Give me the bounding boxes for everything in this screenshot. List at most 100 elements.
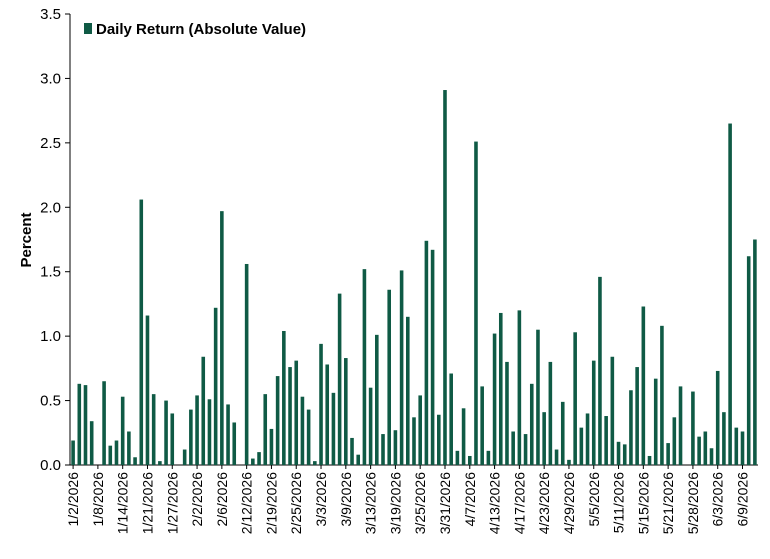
y-tick-label: 2.5 <box>40 135 61 152</box>
bar <box>151 394 156 465</box>
x-tick-label: 3/13/2026 <box>363 472 379 534</box>
x-tick-label: 6/9/2026 <box>735 472 751 527</box>
x-tick-label: 1/27/2026 <box>164 472 180 534</box>
bar <box>282 330 286 465</box>
bar <box>288 367 292 465</box>
x-tick-label: 2/19/2026 <box>263 472 279 534</box>
bar <box>399 270 404 465</box>
bar <box>678 386 683 465</box>
x-tick-label: 2/25/2026 <box>288 472 304 534</box>
y-tick-label: 0.5 <box>40 393 61 410</box>
bar <box>461 408 466 465</box>
bar <box>133 457 137 465</box>
bar <box>548 361 553 465</box>
bar <box>443 90 447 465</box>
bar <box>244 263 249 465</box>
bar <box>275 376 280 465</box>
bar <box>672 417 677 465</box>
x-tick-label: 2/6/2026 <box>214 472 230 527</box>
bar <box>120 396 125 465</box>
x-tick-label: 4/7/2026 <box>462 472 478 527</box>
x-tick-label: 4/29/2026 <box>561 472 577 534</box>
y-tick-label: 1.5 <box>40 264 61 281</box>
bar <box>381 434 385 465</box>
bar <box>715 370 720 465</box>
bar <box>127 431 131 465</box>
bar <box>573 332 577 465</box>
x-tick-label: 1/2/2026 <box>65 472 81 527</box>
bar <box>257 452 261 465</box>
x-tick-label: 3/31/2026 <box>437 472 453 534</box>
x-tick-label: 1/14/2026 <box>115 472 131 534</box>
bar <box>598 276 602 465</box>
bar <box>344 358 348 465</box>
y-tick-label: 3.5 <box>40 6 61 23</box>
bar <box>158 461 162 465</box>
bar <box>412 417 416 465</box>
bar <box>251 458 255 465</box>
y-tick-label: 3.0 <box>40 70 61 87</box>
y-tick-label: 1.0 <box>40 328 61 345</box>
bar <box>604 416 608 465</box>
bar <box>517 310 522 465</box>
x-tick-label: 3/9/2026 <box>338 472 354 527</box>
y-axis-label: Percent <box>18 212 35 267</box>
x-tick-label: 6/3/2026 <box>710 472 726 527</box>
bar <box>728 123 732 465</box>
bar <box>635 367 639 465</box>
bar <box>375 334 379 465</box>
bar <box>647 455 652 465</box>
bar <box>523 434 528 465</box>
bar <box>89 421 94 465</box>
bar <box>455 450 460 465</box>
y-tick-label: 0.0 <box>40 457 61 474</box>
bar <box>145 315 150 465</box>
bar <box>734 427 739 465</box>
legend: Daily Return (Absolute Value) <box>84 21 306 38</box>
bar <box>406 316 410 465</box>
bar <box>220 211 224 465</box>
plot-area: 0.0 0.5 1.0 1.5 2.0 2.5 3.0 3.5 1/2/2026 1/8/2026… <box>40 6 758 534</box>
y-tick-label: 2.0 <box>40 199 61 216</box>
bar <box>139 199 144 466</box>
bar <box>331 392 336 465</box>
x-tick-label: 5/28/2026 <box>685 472 701 534</box>
x-tick-label: 3/25/2026 <box>412 472 428 534</box>
bar <box>362 269 367 465</box>
bar <box>170 413 175 465</box>
x-tick-label: 1/8/2026 <box>90 472 106 527</box>
bar <box>195 395 199 465</box>
bar <box>393 430 398 465</box>
bar <box>232 422 237 465</box>
bar <box>226 404 230 465</box>
bar <box>437 414 441 465</box>
bar <box>337 293 342 465</box>
bar <box>585 413 590 465</box>
bar <box>616 441 621 465</box>
bar <box>269 428 274 465</box>
bar <box>387 289 391 465</box>
bar <box>164 400 168 465</box>
bar <box>536 329 540 465</box>
bar <box>102 381 106 465</box>
legend-label: Daily Return (Absolute Value) <box>96 21 306 38</box>
legend-swatch <box>84 23 92 34</box>
bar <box>492 333 497 465</box>
bar <box>740 431 745 465</box>
bar <box>511 431 515 465</box>
bar <box>474 141 478 465</box>
bar <box>666 443 670 465</box>
bar <box>77 383 82 465</box>
bar <box>709 448 714 465</box>
bar <box>691 391 695 465</box>
bar <box>697 436 701 465</box>
bar <box>182 449 187 465</box>
bar <box>350 437 354 465</box>
bar <box>653 378 658 465</box>
bar <box>567 459 571 465</box>
bar <box>108 445 113 465</box>
bar <box>430 249 435 465</box>
bar <box>610 356 615 465</box>
x-tick-label: 5/11/2026 <box>611 472 627 533</box>
x-tick-label: 5/5/2026 <box>586 472 602 527</box>
